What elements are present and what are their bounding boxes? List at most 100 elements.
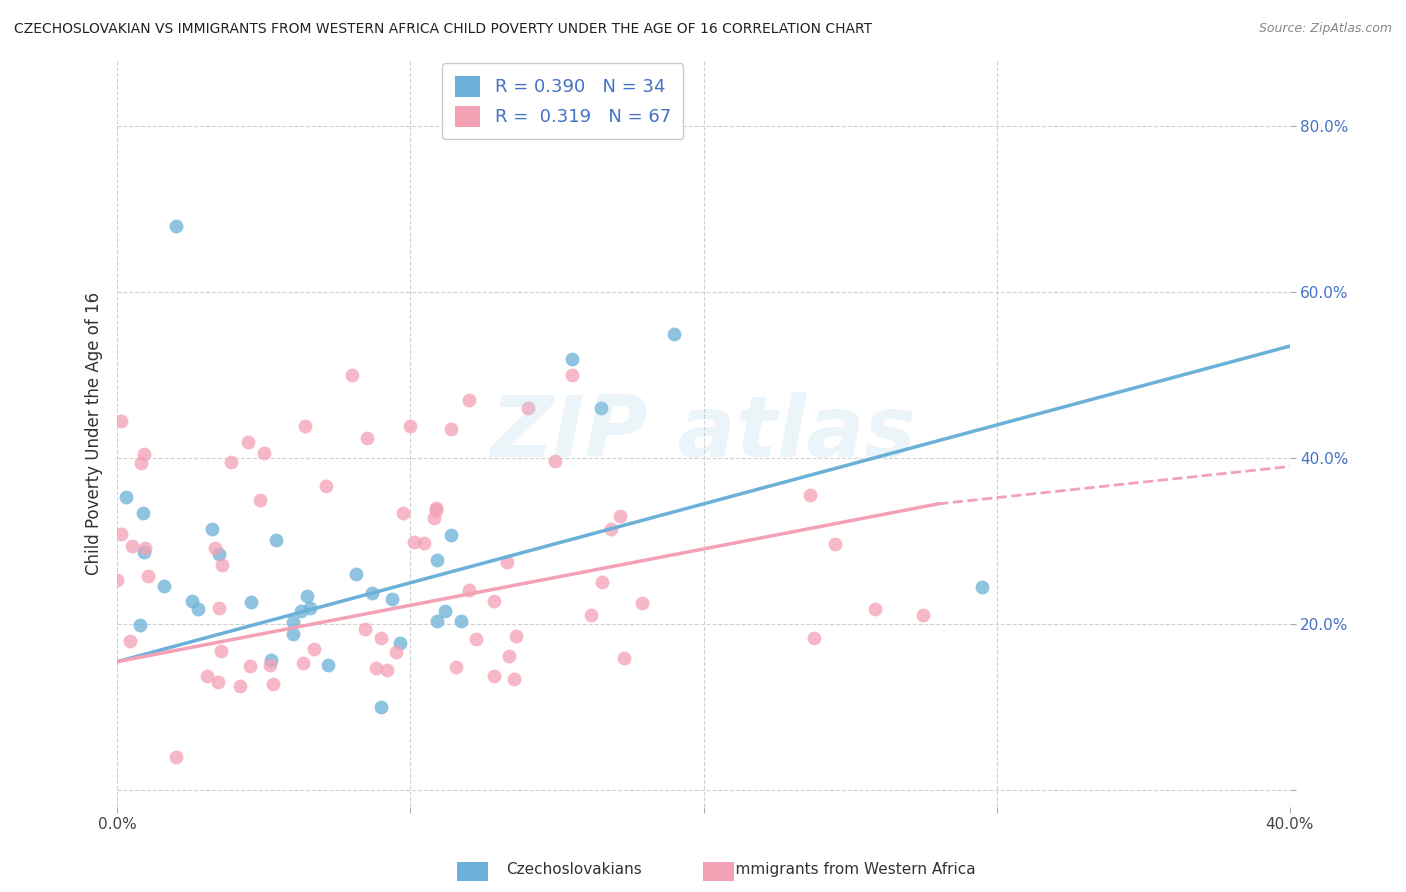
Point [262,676,284,690]
Point [458,393,481,408]
Point [134,541,156,556]
Point [561,351,583,366]
Text: Immigrants from Western Africa: Immigrants from Western Africa [731,863,976,877]
Point [505,629,527,643]
Point [803,631,825,645]
Legend: R = 0.390   N = 34, R =  0.319   N = 67: R = 0.390 N = 34, R = 0.319 N = 67 [443,63,683,139]
Point [425,500,447,515]
Point [253,446,276,460]
Point [381,591,404,606]
Point [204,541,226,555]
Point [209,644,232,658]
Point [207,548,229,562]
Point [290,604,312,618]
Point [544,454,567,468]
Point [132,447,155,461]
Point [315,479,337,493]
Point [136,568,159,582]
Point [132,545,155,559]
Point [260,653,283,667]
Point [240,595,263,609]
Point [612,651,634,665]
Point [412,536,434,550]
Point [426,614,449,628]
Text: CZECHOSLOVAKIAN VS IMMIGRANTS FROM WESTERN AFRICA CHILD POVERTY UNDER THE AGE OF: CZECHOSLOVAKIAN VS IMMIGRANTS FROM WESTE… [14,22,872,37]
Point [458,582,481,597]
Point [799,488,821,502]
Point [440,528,463,542]
Point [187,602,209,616]
Point [824,537,846,551]
Point [498,649,520,664]
Point [911,608,934,623]
Text: Czechoslovakians: Czechoslovakians [506,863,643,877]
Point [354,622,377,636]
Point [423,511,446,525]
Point [502,672,524,686]
Point [239,658,262,673]
Point [375,663,398,677]
Point [295,590,318,604]
Y-axis label: Child Poverty Under the Age of 16: Child Poverty Under the Age of 16 [86,292,103,574]
Point [129,456,152,470]
Point [219,455,242,469]
Point [283,615,305,630]
Point [561,368,583,383]
Point [433,604,456,618]
Point [115,490,138,504]
Point [302,641,325,656]
Point [259,658,281,673]
Point [398,419,420,434]
Point [131,506,153,520]
Text: ZIP atlas: ZIP atlas [491,392,917,475]
Point [482,668,505,682]
Point [356,431,378,445]
Point [495,555,517,569]
Point [970,580,993,594]
Point [344,567,367,582]
Point [249,493,271,508]
Point [360,586,382,600]
Point [201,522,224,536]
Point [482,594,505,608]
Point [450,614,472,628]
Point [207,601,229,615]
Point [211,558,233,572]
Point [591,574,613,589]
Point [609,508,631,523]
Point [426,553,449,567]
Point [579,608,602,623]
Point [110,414,132,428]
Point [165,750,187,764]
Point [630,596,652,610]
Point [370,700,392,714]
Point [228,679,250,693]
Text: Source: ZipAtlas.com: Source: ZipAtlas.com [1258,22,1392,36]
Point [664,326,686,341]
Point [264,533,287,547]
Point [105,574,128,588]
Point [364,661,387,675]
Point [589,401,612,416]
Point [402,535,425,549]
Point [370,632,392,646]
Point [388,636,411,650]
Point [121,539,143,553]
Point [120,634,142,648]
Point [110,527,132,541]
Point [440,422,463,436]
Point [464,632,486,646]
Point [238,434,260,449]
Point [863,601,886,615]
Point [195,669,218,683]
Point [207,674,229,689]
Point [299,601,322,615]
Point [294,419,316,434]
Point [391,506,413,520]
Point [444,660,467,674]
Point [600,522,623,536]
Point [318,658,340,673]
Point [129,618,152,632]
Point [425,502,447,516]
Point [516,401,538,416]
